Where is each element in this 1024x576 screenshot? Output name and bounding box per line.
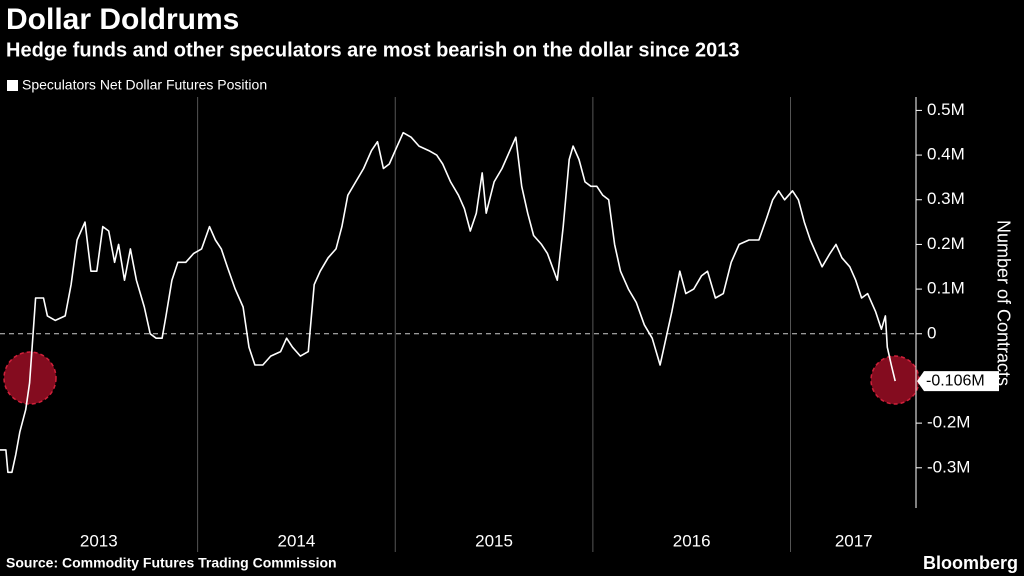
x-tick-label: 2016 [673, 531, 711, 550]
chart-title: Dollar Doldrums [6, 3, 239, 36]
callout-label: -0.106M [926, 372, 985, 389]
legend-swatch [7, 80, 18, 91]
y-tick-label: -0.3M [927, 457, 970, 476]
y-tick-label: 0.5M [927, 100, 965, 119]
y-tick-label: 0.4M [927, 145, 965, 164]
x-tick-label: 2017 [835, 531, 873, 550]
callout-box [917, 371, 999, 392]
source: Source: Commodity Futures Trading Commis… [6, 555, 337, 571]
series-line [0, 131, 896, 474]
x-tick-label: 2015 [475, 531, 513, 550]
y-tick-label: 0 [927, 323, 936, 342]
y-tick-label: -0.2M [927, 413, 970, 432]
y-tick-label: 0.2M [927, 234, 965, 253]
x-tick-label: 2014 [278, 531, 316, 550]
legend-label: Speculators Net Dollar Futures Position [22, 77, 267, 93]
y-tick-label: 0.1M [927, 279, 965, 298]
brand: Bloomberg [923, 553, 1018, 573]
y-axis-label: Number of Contracts [993, 220, 1013, 386]
chart-subtitle: Hedge funds and other speculators are mo… [6, 39, 740, 61]
x-tick-label: 2013 [80, 531, 118, 550]
y-tick-label: 0.3M [927, 189, 965, 208]
